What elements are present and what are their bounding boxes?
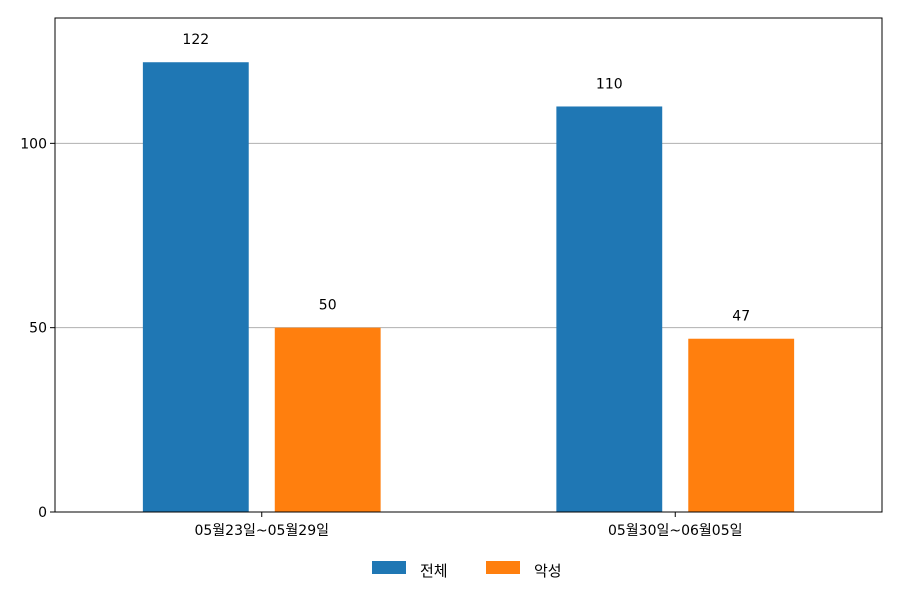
y-tick-label: 50 (29, 321, 47, 337)
x-tick-label: 05월30일~06월05일 (608, 523, 743, 539)
legend-label: 전체 (420, 562, 448, 580)
legend-swatch (372, 561, 406, 574)
bar-value-label: 47 (732, 309, 750, 325)
y-tick-label: 0 (38, 505, 47, 521)
bar-malicious (274, 327, 381, 512)
axes: 0 50 100 05월23일~05월29일 05월30일~06월05일 (20, 136, 742, 539)
x-tick-label: 05월23일~05월29일 (194, 523, 329, 539)
legend-swatch (486, 561, 520, 574)
bars (142, 62, 795, 513)
bar-total (556, 106, 663, 513)
legend: 전체 악성 (372, 561, 562, 580)
bar-total (142, 62, 249, 513)
legend-label: 악성 (534, 562, 562, 580)
bar-value-label: 50 (319, 298, 337, 314)
y-tick-label: 100 (20, 136, 47, 152)
bar-value-label: 122 (182, 32, 209, 48)
plot-frame (54, 17, 883, 513)
data-labels: 122 50 110 47 (182, 32, 750, 324)
bar-malicious (688, 338, 795, 512)
bar-value-label: 110 (596, 76, 623, 92)
